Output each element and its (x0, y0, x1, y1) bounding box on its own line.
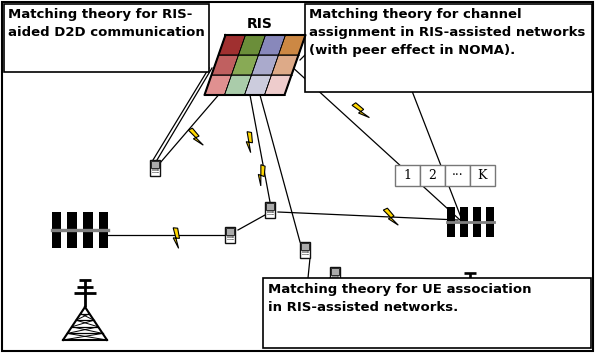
Bar (302, 243, 309, 251)
Text: 1: 1 (403, 169, 411, 182)
Polygon shape (173, 228, 179, 249)
Text: K: K (478, 169, 488, 182)
Polygon shape (231, 55, 259, 75)
Text: RIS: RIS (247, 17, 273, 31)
Bar (4, 4, 209, 72)
Bar (446, 207, 455, 237)
Bar (83, 212, 92, 248)
Bar (266, 203, 274, 211)
Bar (460, 207, 467, 237)
Bar (52, 212, 61, 248)
Bar (330, 267, 340, 283)
Bar (486, 207, 493, 237)
Bar (150, 160, 160, 176)
Polygon shape (246, 132, 253, 153)
Polygon shape (212, 55, 238, 75)
Text: ···: ··· (452, 169, 463, 182)
Polygon shape (352, 103, 370, 118)
Polygon shape (252, 55, 278, 75)
Polygon shape (225, 75, 252, 95)
Bar (98, 212, 108, 248)
Bar (473, 207, 480, 237)
Bar (151, 161, 159, 169)
Bar (445, 165, 470, 186)
Polygon shape (204, 75, 231, 95)
Polygon shape (383, 208, 398, 225)
Polygon shape (259, 35, 285, 55)
Bar (331, 268, 339, 275)
Polygon shape (244, 75, 272, 95)
Polygon shape (238, 35, 265, 55)
Bar (395, 165, 420, 186)
Polygon shape (258, 165, 265, 186)
Polygon shape (219, 35, 246, 55)
Polygon shape (272, 55, 299, 75)
Text: Matching theory for RIS-
aided D2D communication: Matching theory for RIS- aided D2D commu… (8, 8, 205, 39)
Polygon shape (265, 75, 291, 95)
Bar (67, 212, 77, 248)
Polygon shape (278, 35, 306, 55)
Bar (305, 4, 592, 92)
Bar (226, 228, 234, 235)
Text: 2: 2 (429, 169, 436, 182)
Text: Matching theory for UE association
in RIS-assisted networks.: Matching theory for UE association in RI… (268, 283, 532, 314)
Bar (470, 165, 495, 186)
Bar (265, 202, 275, 218)
Bar (420, 165, 445, 186)
Polygon shape (188, 128, 203, 145)
Bar (225, 227, 235, 243)
Text: Matching theory for channel
assignment in RIS-assisted networks
(with peer effec: Matching theory for channel assignment i… (309, 8, 585, 57)
Bar (263, 278, 591, 348)
Bar (300, 242, 310, 258)
